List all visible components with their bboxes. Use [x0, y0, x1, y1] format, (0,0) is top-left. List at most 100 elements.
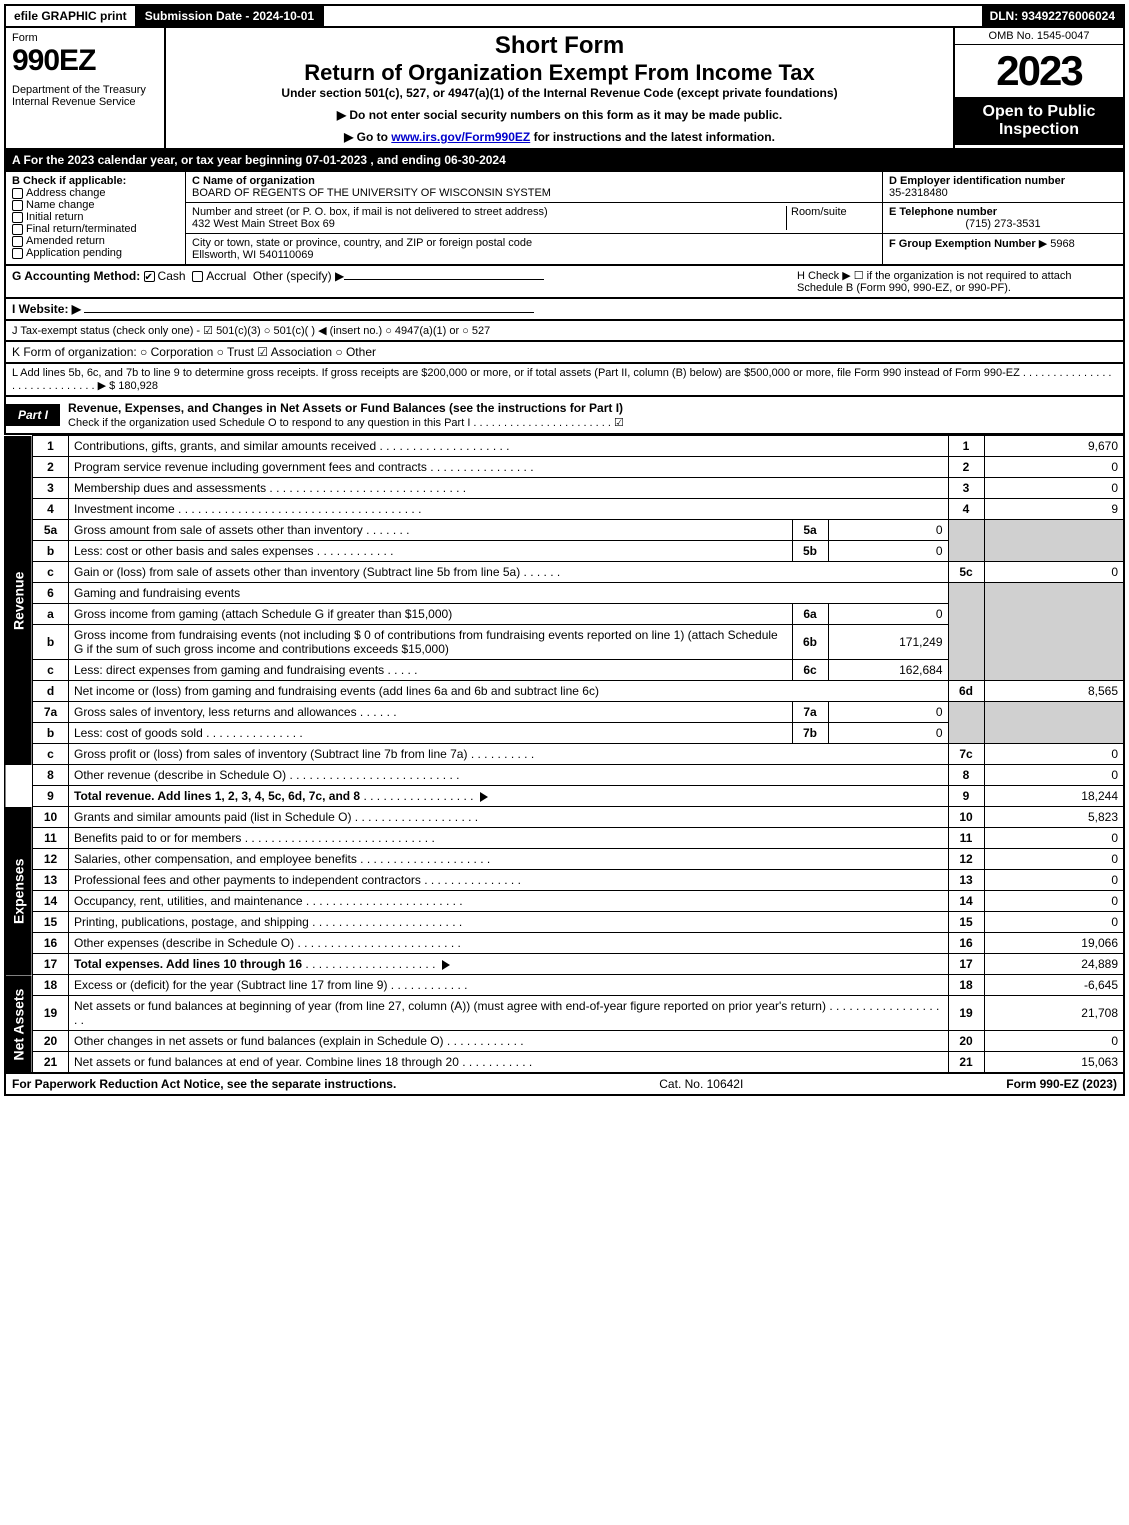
- ln-15: 15: [33, 912, 69, 933]
- department: Department of the Treasury Internal Reve…: [12, 84, 158, 108]
- num-17: 17: [948, 954, 984, 975]
- side-expenses: Expenses: [5, 807, 33, 975]
- desc-6d: Net income or (loss) from gaming and fun…: [69, 681, 949, 702]
- checkbox-accrual[interactable]: [192, 271, 203, 282]
- section-gh: G Accounting Method: Cash Accrual Other …: [4, 266, 1125, 299]
- desc-20: Other changes in net assets or fund bala…: [74, 1034, 444, 1048]
- num-5c: 5c: [948, 562, 984, 583]
- num-6d: 6d: [948, 681, 984, 702]
- part-i-bar: Part I Revenue, Expenses, and Changes in…: [4, 397, 1125, 435]
- irs-link[interactable]: www.irs.gov/Form990EZ: [391, 130, 530, 144]
- h-text: H Check ▶ ☐ if the organization is not r…: [797, 269, 1117, 294]
- mini-6a: 6a: [792, 604, 828, 625]
- ln-6c: c: [33, 660, 69, 681]
- part-i-label: Part I: [6, 404, 60, 426]
- group-exemption: ▶ 5968: [1039, 238, 1075, 250]
- part-i-title: Revenue, Expenses, and Changes in Net As…: [60, 397, 1123, 433]
- ln-5b: b: [33, 541, 69, 562]
- checkbox-final-return[interactable]: [12, 224, 23, 235]
- val-20: 0: [984, 1031, 1124, 1052]
- d-label: D Employer identification number: [889, 175, 1065, 187]
- grey-6v: [984, 583, 1124, 681]
- title-main: Return of Organization Exempt From Incom…: [176, 60, 943, 86]
- title-short-form: Short Form: [176, 32, 943, 60]
- val-4: 9: [984, 499, 1124, 520]
- desc-5c: Gain or (loss) from sale of assets other…: [74, 565, 520, 579]
- b-opt-4: Amended return: [26, 235, 105, 247]
- addr-label: Number and street (or P. O. box, if mail…: [192, 206, 548, 218]
- desc-3: Membership dues and assessments: [74, 481, 266, 495]
- num-20: 20: [948, 1031, 984, 1052]
- mval-6b: 171,249: [828, 625, 948, 660]
- desc-6c: Less: direct expenses from gaming and fu…: [74, 663, 384, 677]
- i-label: I Website: ▶: [12, 302, 81, 316]
- desc-6a: Gross income from gaming (attach Schedul…: [69, 604, 793, 625]
- num-12: 12: [948, 849, 984, 870]
- mini-7b: 7b: [792, 723, 828, 744]
- part-i-title-text: Revenue, Expenses, and Changes in Net As…: [68, 401, 623, 415]
- desc-15: Printing, publications, postage, and shi…: [74, 915, 309, 929]
- ln-2: 2: [33, 457, 69, 478]
- addr: 432 West Main Street Box 69: [192, 218, 335, 230]
- footer-form: Form 990-EZ (2023): [1006, 1077, 1117, 1091]
- desc-12: Salaries, other compensation, and employ…: [74, 852, 357, 866]
- val-14: 0: [984, 891, 1124, 912]
- desc-14: Occupancy, rent, utilities, and maintena…: [74, 894, 303, 908]
- desc-5a: Gross amount from sale of assets other t…: [74, 523, 363, 537]
- submission-date: Submission Date - 2024-10-01: [137, 6, 324, 26]
- grey-7v: [984, 702, 1124, 744]
- ln-6a: a: [33, 604, 69, 625]
- arrow-icon: [480, 792, 488, 802]
- b-opt-2: Initial return: [26, 211, 83, 223]
- val-21: 15,063: [984, 1052, 1124, 1074]
- mini-6c: 6c: [792, 660, 828, 681]
- checkbox-application-pending[interactable]: [12, 248, 23, 259]
- open-to-public: Open to Public Inspection: [955, 97, 1123, 145]
- f-label: F Group Exemption Number: [889, 238, 1036, 250]
- mval-6a: 0: [828, 604, 948, 625]
- footer-left: For Paperwork Reduction Act Notice, see …: [12, 1077, 396, 1091]
- g-other-input[interactable]: [344, 279, 544, 280]
- arrow-icon-2: [442, 960, 450, 970]
- ln-7c: c: [33, 744, 69, 765]
- mval-6c: 162,684: [828, 660, 948, 681]
- checkbox-name-change[interactable]: [12, 200, 23, 211]
- num-13: 13: [948, 870, 984, 891]
- mval-7b: 0: [828, 723, 948, 744]
- val-2: 0: [984, 457, 1124, 478]
- ln-8: 8: [33, 765, 69, 786]
- ln-7a: 7a: [33, 702, 69, 723]
- ln-7b: b: [33, 723, 69, 744]
- desc-7a: Gross sales of inventory, less returns a…: [74, 705, 357, 719]
- side-blank-2: [5, 786, 33, 807]
- num-18: 18: [948, 975, 984, 996]
- efile-label[interactable]: efile GRAPHIC print: [6, 6, 137, 26]
- footer-catno: Cat. No. 10642I: [659, 1077, 743, 1091]
- ln-10: 10: [33, 807, 69, 828]
- grey-5: [948, 520, 984, 562]
- ein: 35-2318480: [889, 187, 948, 199]
- num-7c: 7c: [948, 744, 984, 765]
- checkbox-initial-return[interactable]: [12, 212, 23, 223]
- form-header: Form 990EZ Department of the Treasury In…: [4, 28, 1125, 150]
- telephone: (715) 273-3531: [889, 218, 1117, 230]
- b-opt-1: Name change: [26, 199, 95, 211]
- side-revenue: Revenue: [5, 436, 33, 765]
- side-netassets: Net Assets: [5, 975, 33, 1074]
- num-21: 21: [948, 1052, 984, 1074]
- desc-7b: Less: cost of goods sold: [74, 726, 203, 740]
- checkbox-cash[interactable]: [144, 271, 155, 282]
- page-footer: For Paperwork Reduction Act Notice, see …: [4, 1074, 1125, 1096]
- checkbox-address-change[interactable]: [12, 188, 23, 199]
- num-1: 1: [948, 436, 984, 457]
- desc-21: Net assets or fund balances at end of ye…: [74, 1055, 459, 1069]
- val-9: 18,244: [984, 786, 1124, 807]
- website-input[interactable]: [84, 312, 534, 313]
- note-ssn: ▶ Do not enter social security numbers o…: [176, 108, 943, 122]
- c-label: C Name of organization: [192, 175, 315, 187]
- num-14: 14: [948, 891, 984, 912]
- section-i: I Website: ▶: [4, 299, 1125, 321]
- val-10: 5,823: [984, 807, 1124, 828]
- checkbox-amended-return[interactable]: [12, 236, 23, 247]
- section-b: B Check if applicable: Address change Na…: [6, 172, 186, 264]
